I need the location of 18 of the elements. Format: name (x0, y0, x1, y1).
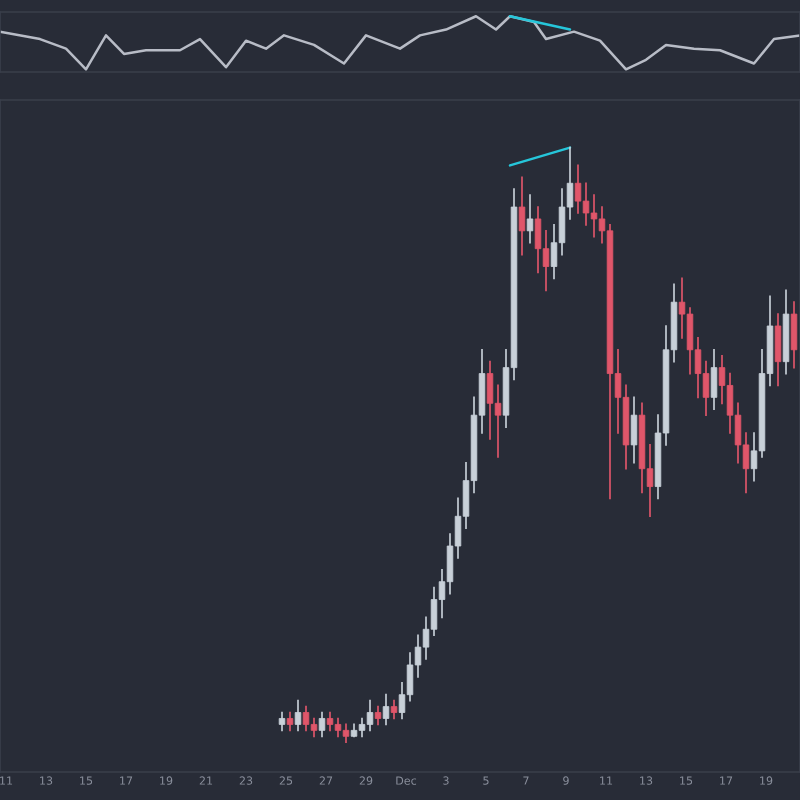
candlestick (366, 699, 374, 732)
candlestick (710, 348, 718, 411)
candlestick (582, 182, 590, 226)
candlestick (518, 176, 526, 256)
candlestick (630, 396, 638, 464)
candlestick (686, 307, 694, 375)
candlestick (574, 164, 582, 214)
candlestick (590, 194, 598, 238)
candlestick (302, 705, 310, 732)
candlestick (782, 289, 790, 375)
candlestick (534, 206, 542, 274)
candlestick (790, 301, 798, 369)
candlestick (774, 313, 782, 387)
candlestick (486, 360, 494, 440)
candlestick (382, 693, 390, 726)
candlestick (294, 699, 302, 732)
candlestick (318, 711, 326, 738)
candlestick (526, 194, 534, 244)
